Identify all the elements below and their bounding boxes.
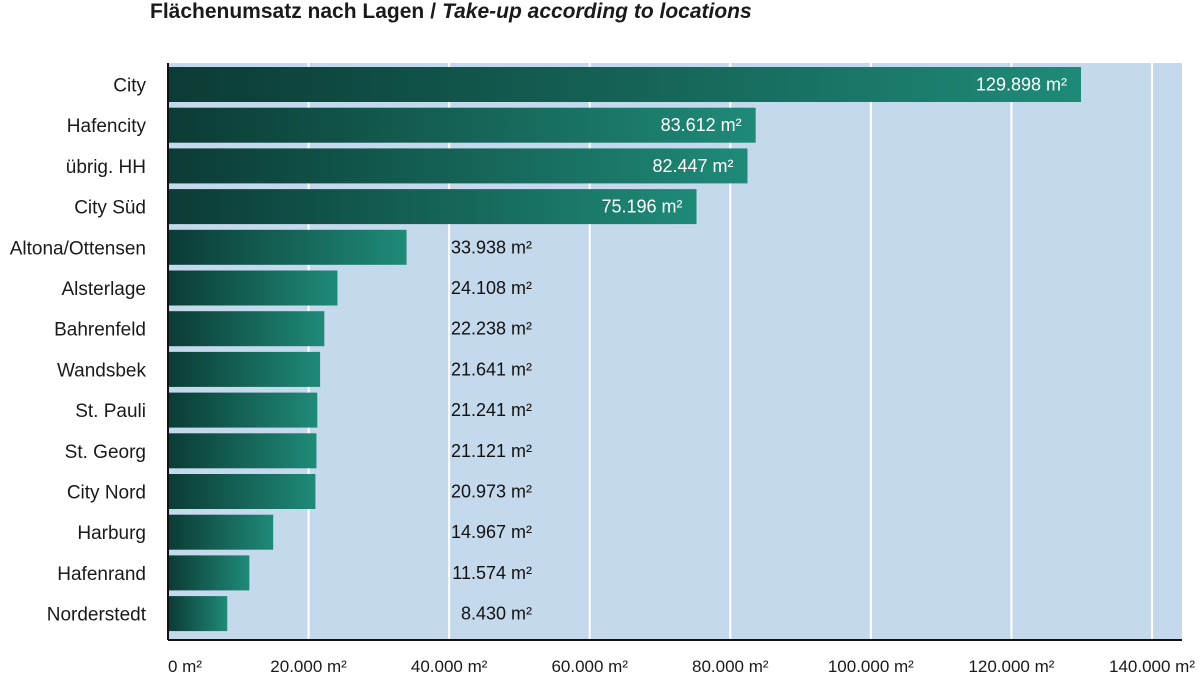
bar xyxy=(169,433,317,469)
category-label: Altona/Ottensen xyxy=(10,238,146,259)
category-label: St. Pauli xyxy=(75,401,146,422)
category-label: übrig. HH xyxy=(66,157,146,178)
value-label: 83.612 m² xyxy=(661,115,742,135)
value-label: 129.898 m² xyxy=(976,75,1067,95)
bar xyxy=(169,514,274,550)
bar xyxy=(169,596,228,632)
chart-title-main: Flächenumsatz nach Lagen xyxy=(150,0,425,23)
x-tick-label: 20.000 m² xyxy=(270,657,347,676)
x-tick-label: 140.000 m² xyxy=(1109,657,1195,676)
value-label: 8.430 m² xyxy=(461,604,532,624)
bar xyxy=(169,351,321,387)
bars xyxy=(169,67,1081,632)
category-label: Bahrenfeld xyxy=(54,320,146,341)
axes: 0 m² 20.000 m² 40.000 m² 60.000 m² 80.000 m²… xyxy=(167,63,1195,676)
value-label: 21.121 m² xyxy=(451,441,532,461)
bar xyxy=(169,311,325,347)
bar xyxy=(169,392,318,428)
x-tick-label: 120.000 m² xyxy=(968,657,1054,676)
x-tick-label: 60.000 m² xyxy=(551,657,628,676)
category-label: Wandsbek xyxy=(57,360,147,381)
category-label: City Süd xyxy=(74,198,146,219)
chart-title-separator: / xyxy=(430,0,437,23)
category-label: City xyxy=(113,76,146,97)
chart-title-sub: Take-up according to locations xyxy=(442,0,752,23)
value-label: 20.973 m² xyxy=(451,482,532,502)
x-tick-label: 80.000 m² xyxy=(692,657,769,676)
chart-title: Flächenumsatz nach Lagen / Take-up accordi… xyxy=(150,0,752,24)
category-label: Hafenrand xyxy=(57,564,146,585)
bar xyxy=(169,474,316,509)
category-label: Hafencity xyxy=(67,116,147,137)
value-label: 33.938 m² xyxy=(451,237,532,257)
value-label: 21.641 m² xyxy=(451,359,532,379)
labels: City 129.898 m² Hafencity 83.612 m² übrig. H… xyxy=(10,75,1067,626)
category-label: Alsterlage xyxy=(62,279,147,300)
category-label: Norderstedt xyxy=(47,605,147,626)
x-tick-label: 40.000 m² xyxy=(411,657,488,676)
value-label: 21.241 m² xyxy=(451,400,532,420)
bar xyxy=(169,189,697,225)
bar xyxy=(169,148,748,184)
bar xyxy=(169,229,407,265)
value-label: 22.238 m² xyxy=(451,319,532,339)
value-label: 82.447 m² xyxy=(652,156,733,176)
category-label: St. Georg xyxy=(65,442,146,463)
value-label: 24.108 m² xyxy=(451,278,532,298)
bar xyxy=(169,107,756,143)
category-label: Harburg xyxy=(77,523,146,544)
value-label: 75.196 m² xyxy=(601,197,682,217)
value-label: 11.574 m² xyxy=(452,563,532,583)
value-label: 14.967 m² xyxy=(451,522,532,542)
category-label: City Nord xyxy=(67,483,146,504)
x-tick-label: 100.000 m² xyxy=(828,657,914,676)
x-tick-label: 0 m² xyxy=(168,657,202,676)
bar xyxy=(169,555,250,591)
bar xyxy=(169,270,338,306)
bar xyxy=(169,67,1081,102)
